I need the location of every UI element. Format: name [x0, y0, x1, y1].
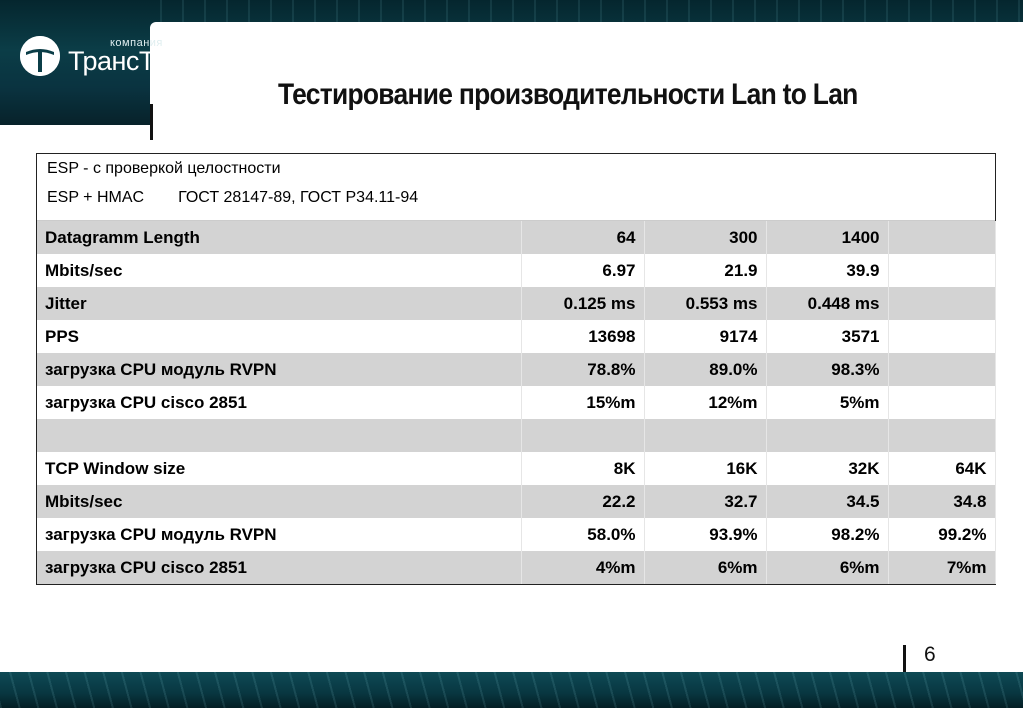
- cell-value: 58.0%: [521, 518, 645, 551]
- cell-value: [888, 419, 996, 452]
- cell-value: 7%m: [888, 551, 996, 584]
- banner-texture: [0, 672, 1023, 708]
- cell-value: [644, 419, 767, 452]
- table-row: загрузка CPU cisco 2851 15%m 12%m 5%m: [37, 386, 996, 419]
- cell-value: 12%m: [644, 386, 767, 419]
- cell-value: 34.8: [888, 485, 996, 518]
- cell-value: 98.2%: [766, 518, 889, 551]
- row-label: загрузка CPU модуль RVPN: [37, 518, 522, 551]
- cell-value: 99.2%: [888, 518, 996, 551]
- esp-gost-label: ГОСТ 28147-89, ГОСТ Р34.11-94: [178, 189, 419, 206]
- row-label: [37, 419, 522, 452]
- cell-value: 64: [521, 221, 645, 254]
- header-panel: [150, 22, 1023, 125]
- row-label: загрузка CPU cisco 2851: [37, 386, 522, 419]
- logo-name: ТрансТелеКом: [68, 46, 245, 76]
- table-row: Jitter 0.125 ms 0.553 ms 0.448 ms: [37, 287, 996, 320]
- cell-value: 64K: [888, 452, 996, 485]
- cell-value: 6%m: [644, 551, 767, 584]
- row-label: Datagramm Length: [37, 221, 522, 254]
- cell-value: 300: [644, 221, 767, 254]
- table-row-spacer: [37, 419, 996, 452]
- page-number: 6: [924, 643, 936, 666]
- cell-value: 4%m: [521, 551, 645, 584]
- esp-hmac-label: ESP + HMAC: [47, 189, 145, 206]
- cell-value: 93.9%: [644, 518, 767, 551]
- company-logo: компания ТрансТелеКом TM: [20, 32, 270, 82]
- esp-line-2: ESP + HMAC ГОСТ 28147-89, ГОСТ Р34.11-94: [47, 183, 985, 212]
- cell-value: [888, 386, 996, 419]
- cell-value: [888, 287, 996, 320]
- title-accent-bar: [150, 104, 153, 140]
- row-label: Jitter: [37, 287, 522, 320]
- table-row: загрузка CPU cisco 2851 4%m 6%m 6%m 7%m: [37, 551, 996, 584]
- row-label: PPS: [37, 320, 522, 353]
- cell-value: 39.9: [766, 254, 889, 287]
- table-row: TCP Window size 8K 16K 32K 64K: [37, 452, 996, 485]
- esp-line-1: ESP - с проверкой целостности: [47, 160, 281, 177]
- cell-value: 5%m: [766, 386, 889, 419]
- row-label: Mbits/sec: [37, 254, 522, 287]
- cell-value: [888, 221, 996, 254]
- cell-value: 13698: [521, 320, 645, 353]
- cell-value: 78.8%: [521, 353, 645, 386]
- page-title: Тестирование производительности Lan to L…: [278, 78, 858, 111]
- cell-value: 3571: [766, 320, 889, 353]
- row-label: загрузка CPU cisco 2851: [37, 551, 522, 584]
- cell-value: 15%m: [521, 386, 645, 419]
- cell-value: 32.7: [644, 485, 767, 518]
- table-row: загрузка CPU модуль RVPN 58.0% 93.9% 98.…: [37, 518, 996, 551]
- cell-value: 0.553 ms: [644, 287, 767, 320]
- results-table: Datagramm Length 64 300 1400 Mbits/sec 6…: [37, 221, 996, 584]
- logo-emblem-icon: [20, 36, 60, 76]
- cell-value: 21.9: [644, 254, 767, 287]
- logo-small-text: компания: [110, 37, 163, 49]
- cell-value: 6%m: [766, 551, 889, 584]
- table-row: Mbits/sec 22.2 32.7 34.5 34.8: [37, 485, 996, 518]
- cell-value: 1400: [766, 221, 889, 254]
- cell-value: 16K: [644, 452, 767, 485]
- cell-value: 32K: [766, 452, 889, 485]
- cell-value: [521, 419, 645, 452]
- cell-value: 0.125 ms: [521, 287, 645, 320]
- cell-value: [888, 353, 996, 386]
- bottom-banner: [0, 672, 1023, 708]
- cell-value: 89.0%: [644, 353, 767, 386]
- cell-value: 98.3%: [766, 353, 889, 386]
- cell-value: 9174: [644, 320, 767, 353]
- cell-value: [888, 320, 996, 353]
- esp-description: ESP - с проверкой целостности ESP + HMAC…: [37, 154, 995, 221]
- cell-value: 0.448 ms: [766, 287, 889, 320]
- cell-value: [766, 419, 889, 452]
- cell-value: 22.2: [521, 485, 645, 518]
- results-table-container: ESP - с проверкой целостности ESP + HMAC…: [36, 153, 996, 585]
- table-row: Mbits/sec 6.97 21.9 39.9: [37, 254, 996, 287]
- table-row: загрузка CPU модуль RVPN 78.8% 89.0% 98.…: [37, 353, 996, 386]
- cell-value: 6.97: [521, 254, 645, 287]
- table-row: PPS 13698 9174 3571: [37, 320, 996, 353]
- cell-value: 8K: [521, 452, 645, 485]
- logo-trademark: TM: [242, 41, 257, 52]
- table-row: Datagramm Length 64 300 1400: [37, 221, 996, 254]
- cell-value: [888, 254, 996, 287]
- row-label: загрузка CPU модуль RVPN: [37, 353, 522, 386]
- page-number-bar: [903, 645, 906, 689]
- row-label: Mbits/sec: [37, 485, 522, 518]
- cell-value: 34.5: [766, 485, 889, 518]
- row-label: TCP Window size: [37, 452, 522, 485]
